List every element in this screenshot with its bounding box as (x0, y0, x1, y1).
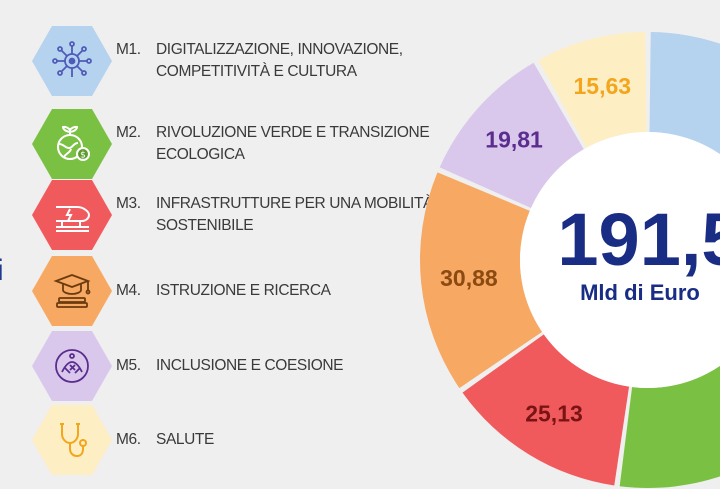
donut-slice-m3 (462, 334, 630, 486)
donut-slices (420, 32, 720, 488)
mission-label: ISTRUZIONE E RICERCA (156, 282, 331, 299)
donut-center (520, 132, 720, 388)
mission-item-m3: M3. INFRASTRUTTURE PER UNA MOBILITÀ SOST… (32, 180, 462, 250)
mission-code: M3. (116, 195, 141, 212)
graduation-cap-icon (53, 274, 91, 308)
donut-slice-m1 (649, 32, 720, 155)
svg-text:$: $ (80, 151, 86, 161)
slice-value-label: 15,63 (574, 73, 632, 99)
green-globe-icon: $ (57, 125, 90, 161)
center-total-value: 191,5 (557, 198, 720, 281)
hands-together-icon (55, 349, 89, 383)
center-total-unit: Mld di Euro (580, 280, 700, 305)
digital-brain-icon (52, 41, 92, 77)
donut-slice-m6 (538, 32, 647, 148)
stethoscope-icon (60, 423, 87, 458)
mission-code: M1. (116, 41, 141, 58)
mission-label: INFRASTRUTTURE PER UNA MOBILITÀ SOSTENIB… (156, 195, 433, 234)
mission-item-m1: M1. DIGITALIZZAZIONE, INNOVAZIONE, COMPE… (32, 26, 462, 96)
mission-code: M5. (116, 357, 141, 374)
donut-slice-m2 (619, 365, 720, 488)
train-icon (56, 206, 91, 232)
mission-code: M4. (116, 282, 141, 299)
slice-value-label: 19,81 (485, 127, 543, 153)
mission-item-m6: M6. SALUTE (32, 405, 462, 475)
mission-code: M6. (116, 431, 141, 448)
mission-label: INCLUSIONE E COESIONE (156, 357, 344, 374)
mission-hexagon (32, 180, 112, 250)
mission-item-m5: M5. INCLUSIONE E COESIONE (32, 331, 462, 401)
donut-slice-m5 (439, 62, 584, 209)
slice-value-label: 30,88 (440, 265, 498, 291)
mission-label: SALUTE (156, 431, 214, 448)
mission-label: RIVOLUZIONE VERDE E TRANSIZIONE ECOLOGIC… (156, 124, 430, 163)
mission-item-m4: M4. ISTRUZIONE E RICERCA (32, 256, 462, 326)
donut-slice-m4 (420, 172, 543, 389)
mission-code: M2. (116, 124, 141, 141)
mission-label: DIGITALIZZAZIONE, INNOVAZIONE, COMPETITI… (156, 41, 403, 80)
cut-off-title-letter: i (0, 254, 4, 287)
slice-value-label: 25,13 (525, 401, 583, 427)
mission-item-m2: $ M2. RIVOLUZIONE VERDE E TRANSIZIONE EC… (32, 109, 462, 179)
slice-labels: 25,13 30,88 19,81 15,63 (440, 73, 631, 427)
